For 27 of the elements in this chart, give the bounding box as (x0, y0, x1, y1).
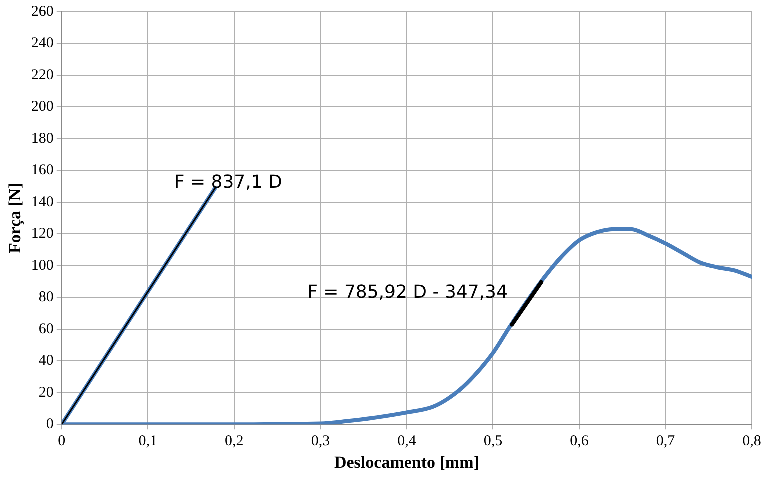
y-tick-label: 0 (46, 416, 54, 433)
x-tick-label: 0,1 (138, 434, 158, 450)
y-tick-label: 160 (31, 162, 54, 179)
x-tick-label: 0,3 (311, 434, 330, 450)
y-tick-label: 220 (31, 67, 54, 84)
y-tick-label: 40 (38, 353, 54, 370)
y-tick-label: 260 (31, 4, 54, 20)
x-tick-label: 0,8 (742, 434, 762, 450)
annotation: F = 785,92 D - 347,34 (308, 282, 508, 304)
y-tick-label: 100 (31, 258, 54, 274)
x-tick-label: 0,7 (656, 434, 676, 450)
y-tick-label: 60 (38, 321, 54, 338)
y-tick-label: 20 (38, 384, 54, 401)
y-tick-label: 140 (31, 194, 54, 210)
y-tick-label: 200 (31, 99, 54, 116)
x-tick-label: 0,5 (484, 434, 503, 450)
y-axis-title: Força [N] (6, 183, 25, 254)
y-tick-label: 240 (31, 36, 54, 52)
x-tick-label: 0,6 (570, 434, 590, 450)
x-axis-title: Deslocamento [mm] (334, 453, 480, 472)
x-tick-label: 0,2 (225, 434, 244, 450)
y-tick-label: 120 (31, 226, 54, 242)
annotation: F = 837,1 D (174, 172, 282, 193)
y-tick-label: 180 (31, 130, 54, 147)
x-tick-label: 0 (58, 434, 66, 450)
y-tick-label: 80 (38, 290, 54, 306)
x-tick-label: 0,4 (398, 434, 417, 450)
